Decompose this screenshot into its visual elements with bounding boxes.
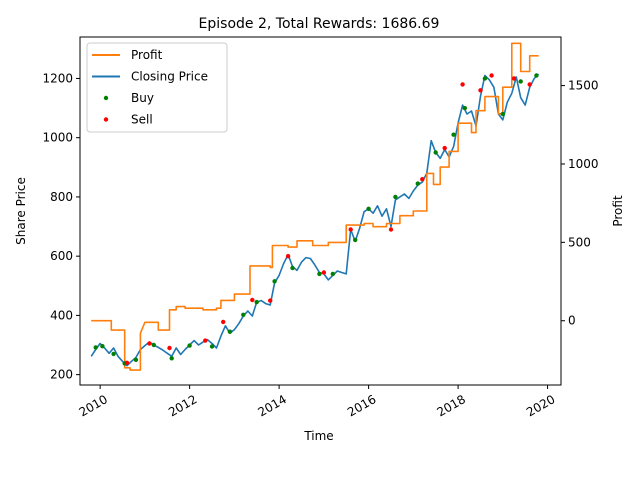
legend: Profit Closing Price Buy Sell [86, 42, 228, 133]
sell-marker [203, 338, 208, 343]
sell-marker [147, 341, 152, 346]
y-axis-label-left: Share Price [14, 177, 28, 245]
sell-marker [489, 73, 494, 78]
legend-label: Buy [131, 91, 154, 105]
buy-marker [482, 76, 488, 81]
buy-marker [462, 105, 467, 111]
sell-marker [388, 227, 394, 232]
sell-marker [221, 319, 226, 325]
sell-marker [527, 82, 532, 87]
buy-marker [209, 344, 215, 349]
sell-marker [511, 76, 517, 81]
y-right-tick-label: 500 [568, 235, 591, 249]
buy-marker [353, 237, 358, 243]
sell-marker [124, 360, 130, 365]
sell-marker [167, 345, 172, 351]
y-left-tick-label: 600 [50, 249, 73, 263]
sell-marker [285, 254, 291, 259]
buy-marker [111, 351, 116, 357]
sell-marker [442, 145, 447, 151]
buy-marker [254, 299, 259, 305]
plot-frame [79, 36, 562, 386]
legend-box [86, 42, 228, 133]
buy-marker [451, 132, 456, 137]
y-right-tick-label: 1000 [568, 157, 599, 171]
sell-marker [321, 270, 327, 275]
y-left-tick-label: 800 [50, 190, 73, 204]
buy-marker [518, 79, 523, 84]
x-axis-label: Time [303, 429, 333, 443]
buy-marker [100, 344, 105, 349]
profit-series-line [91, 42, 539, 371]
chart-title: Episode 2, Total Rewards: 1686.69 [199, 16, 440, 32]
buy-marker [93, 345, 98, 350]
legend-swatch-dot [103, 117, 109, 122]
buy-marker [169, 356, 174, 361]
legend-label: Profit [131, 48, 163, 62]
legend-label: Sell [131, 113, 153, 127]
buy-marker [433, 150, 438, 155]
buy-marker [317, 271, 322, 277]
plot-area: 2010 2012 2014 2016 2018 20202004006008001000… [42, 36, 599, 419]
buy-marker [290, 265, 295, 271]
sell-marker [268, 298, 273, 303]
sell-marker [460, 82, 465, 87]
y-left-tick-label: 1200 [42, 71, 73, 85]
buy-marker [415, 181, 420, 186]
buy-marker [500, 111, 505, 117]
buy-marker [366, 206, 371, 211]
sell-marker [250, 297, 255, 303]
legend-swatch-dot [103, 95, 109, 101]
y-left-tick-label: 200 [50, 368, 73, 382]
buy-marker [187, 343, 192, 348]
sell-marker [478, 88, 483, 93]
y-left-tick-label: 400 [50, 308, 73, 322]
buy-marker [227, 329, 233, 334]
buy-marker [133, 357, 139, 362]
y-axis-label-right: Profit [611, 195, 625, 227]
y-right-tick-label: 0 [568, 314, 576, 328]
buy-marker [151, 342, 156, 348]
sell-marker [420, 177, 425, 182]
buy-marker [272, 279, 277, 284]
buy-marker [330, 271, 335, 277]
sell-marker [348, 227, 353, 232]
buy-marker [241, 312, 246, 317]
buy-marker [534, 73, 539, 78]
legend-label: Closing Price [131, 70, 208, 84]
y-left-tick-label: 1000 [42, 131, 73, 145]
buy-marker [393, 194, 398, 200]
y-right-tick-label: 1500 [568, 79, 599, 93]
